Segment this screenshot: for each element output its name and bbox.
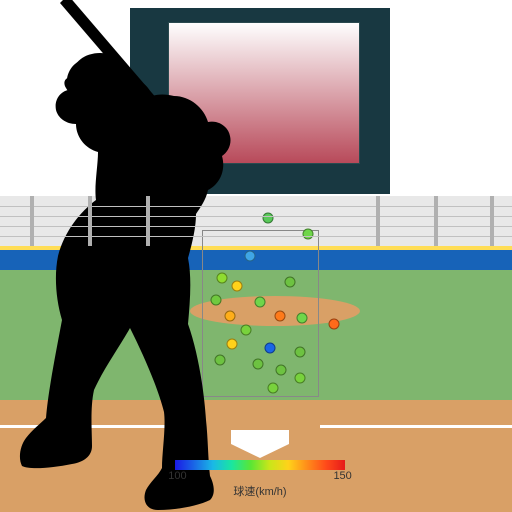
colorbar-legend: 100 150 球速(km/h) [175,460,345,499]
stands-pillar [376,196,380,246]
colorbar [175,460,345,470]
tick-min: 100 [168,470,186,482]
stands-pillar [146,196,150,246]
stands-pillar [30,196,34,246]
colorbar-ticks: 100 150 [168,470,352,482]
batter-silhouette [0,0,512,512]
pitch-location-chart: 100 150 球速(km/h) [0,0,512,512]
stands-pillar [434,196,438,246]
stands-pillar [490,196,494,246]
colorbar-axis-label: 球速(km/h) [175,483,345,499]
stands-pillar [88,196,92,246]
tick-max: 150 [333,470,351,482]
